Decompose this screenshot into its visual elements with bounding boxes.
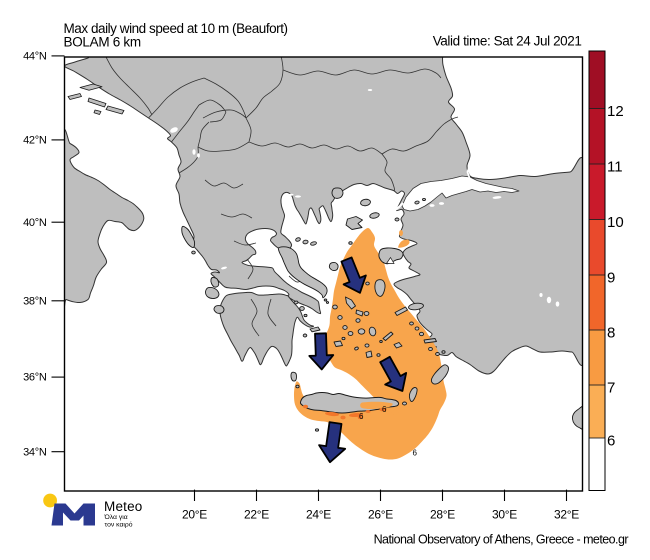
svg-text:12: 12 — [607, 103, 624, 120]
svg-text:9: 9 — [607, 270, 615, 287]
svg-text:τον καιρό: τον καιρό — [105, 521, 133, 529]
svg-text:Meteo: Meteo — [104, 499, 143, 514]
svg-text:BOLAM 6 km: BOLAM 6 km — [64, 35, 141, 50]
svg-text:28°E: 28°E — [430, 508, 455, 522]
svg-text:Valid time: Sat 24 Jul 2021: Valid time: Sat 24 Jul 2021 — [433, 34, 582, 49]
svg-text:40°N: 40°N — [23, 217, 47, 229]
svg-text:26°E: 26°E — [368, 508, 393, 522]
svg-text:6: 6 — [382, 405, 387, 414]
svg-text:6: 6 — [359, 412, 364, 421]
svg-text:22°E: 22°E — [244, 508, 269, 522]
svg-text:10: 10 — [607, 214, 624, 231]
svg-text:32°E: 32°E — [554, 508, 579, 522]
svg-text:42°N: 42°N — [23, 135, 47, 147]
svg-text:34°N: 34°N — [23, 446, 47, 458]
svg-text:38°N: 38°N — [23, 295, 47, 307]
svg-text:7: 7 — [607, 380, 615, 397]
svg-text:8: 8 — [607, 325, 615, 342]
svg-text:44°N: 44°N — [23, 51, 47, 63]
svg-text:36°N: 36°N — [23, 372, 47, 384]
svg-text:20°E: 20°E — [182, 508, 207, 522]
svg-text:Max daily wind speed at 10 m (: Max daily wind speed at 10 m (Beaufort) — [64, 21, 288, 36]
svg-text:24°E: 24°E — [306, 508, 331, 522]
svg-text:6: 6 — [413, 449, 418, 458]
svg-text:30°E: 30°E — [492, 508, 517, 522]
svg-text:6: 6 — [607, 433, 615, 450]
svg-text:11: 11 — [607, 159, 623, 176]
svg-text:Όλα για: Όλα για — [104, 514, 128, 521]
svg-text:National Observatory of Athens: National Observatory of Athens, Greece -… — [374, 533, 629, 547]
